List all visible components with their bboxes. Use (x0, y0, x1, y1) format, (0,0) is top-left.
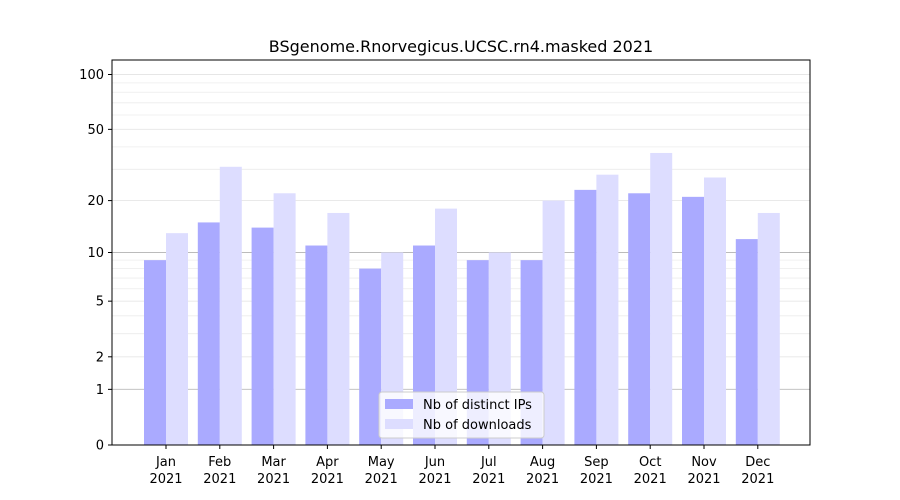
bar-distinct-ips-jan (144, 260, 166, 445)
x-tick-label-month: Nov (691, 455, 717, 470)
x-tick-label-month: Oct (639, 455, 661, 470)
x-tick-label-month: Mar (261, 455, 286, 470)
y-tick-label: 2 (96, 350, 104, 365)
x-tick-label-month: May (368, 455, 395, 470)
x-tick-label-year: 2021 (526, 472, 559, 487)
y-tick-label: 5 (96, 295, 104, 310)
bar-distinct-ips-apr (305, 245, 328, 445)
y-tick-label: 100 (79, 68, 104, 83)
legend-swatch (385, 399, 413, 409)
legend-label: Nb of distinct IPs (423, 398, 532, 413)
bar-downloads-dec (757, 212, 780, 445)
x-tick-label-year: 2021 (472, 472, 505, 487)
x-tick-label-month: Jul (480, 455, 497, 470)
bar-downloads-feb (219, 166, 242, 446)
bar-distinct-ips-sep (574, 189, 597, 445)
bar-downloads-oct (650, 152, 673, 445)
x-tick-label-year: 2021 (580, 472, 613, 487)
x-tick-label-year: 2021 (365, 472, 398, 487)
bar-downloads-apr (327, 212, 350, 445)
bar-downloads-jan (166, 233, 188, 445)
x-tick-label-month: Feb (208, 455, 231, 470)
y-tick-label: 1 (96, 383, 104, 398)
x-tick-label-year: 2021 (418, 472, 451, 487)
bar-distinct-ips-may (359, 268, 382, 445)
x-tick-label-month: Jun (424, 455, 445, 470)
x-tick-label-month: Dec (745, 455, 770, 470)
bar-downloads-aug (542, 200, 565, 445)
bar-downloads-mar (273, 193, 296, 445)
x-tick-label-year: 2021 (741, 472, 774, 487)
x-tick-label-month: Aug (530, 455, 555, 470)
bar-downloads-jun (435, 208, 457, 445)
x-tick-label-month: Sep (584, 455, 609, 470)
legend-box (378, 391, 545, 439)
x-tick-label-year: 2021 (687, 472, 720, 487)
y-tick-label: 10 (87, 246, 104, 261)
x-tick-label-month: Apr (316, 455, 339, 470)
legend-label: Nb of downloads (423, 418, 532, 433)
legend: Nb of distinct IPs Nb of downloads (378, 391, 545, 439)
y-tick-label: 50 (87, 123, 104, 138)
x-tick-label-year: 2021 (634, 472, 667, 487)
chart-title: BSgenome.Rnorvegicus.UCSC.rn4.masked 202… (269, 37, 653, 56)
x-tick-label-year: 2021 (257, 472, 290, 487)
y-tick-label: 20 (87, 194, 104, 209)
bar-distinct-ips-nov (682, 196, 704, 445)
bar-downloads-sep (596, 174, 619, 446)
axes: 0 1 2 5 10 20 50 100 Jan 2021 Feb 2021 Mar 2021 Apr 202… (79, 68, 774, 487)
x-tick-label-month: Jan (155, 455, 176, 470)
bar-distinct-ips-dec (735, 239, 758, 445)
x-tick-label-year: 2021 (311, 472, 344, 487)
y-tick-label: 0 (96, 439, 104, 454)
x-tick-label-year: 2021 (203, 472, 236, 487)
bar-distinct-ips-feb (197, 222, 220, 445)
bar-distinct-ips-mar (251, 227, 274, 445)
x-tick-label-year: 2021 (149, 472, 182, 487)
legend-swatch (385, 419, 413, 429)
bar-downloads-nov (704, 177, 726, 445)
bar-distinct-ips-oct (628, 193, 651, 445)
